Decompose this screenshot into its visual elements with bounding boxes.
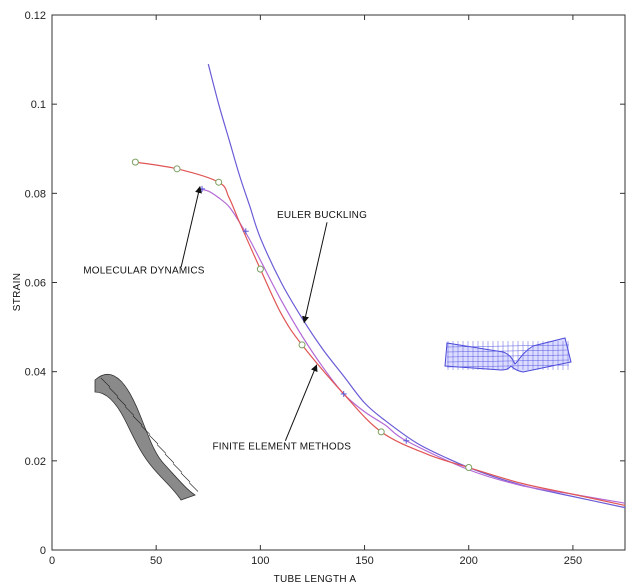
- axes: [51, 14, 626, 551]
- x-tick-label: 0: [49, 555, 55, 567]
- annotation-arrow-molecular-dynamics: [180, 185, 202, 268]
- annotation-finite-element-methods: FINITE ELEMENT METHODS: [212, 442, 351, 453]
- fem-marker: [256, 265, 264, 273]
- y-tick-label: 0.08: [25, 188, 46, 200]
- x-tick-label: 250: [564, 555, 582, 567]
- twisted-tube-stripe: [148, 434, 159, 445]
- twisted-tube-stripe: [116, 396, 127, 407]
- twisted-tube-stripe: [180, 472, 191, 483]
- md-marker: [340, 390, 347, 397]
- fem-marker: [377, 428, 385, 436]
- md-marker: [242, 228, 249, 235]
- x-tick-label: 100: [251, 555, 269, 567]
- series-markers: [131, 158, 473, 472]
- annotation-arrow-finite-element-methods: [284, 364, 318, 441]
- y-tick-label: 0.02: [25, 456, 46, 468]
- twisted-tube-stripe: [124, 406, 135, 416]
- twisted-tube-stripe: [164, 453, 175, 464]
- annotations: EULER BUCKLING MOLECULAR DYNAMICS FINITE E…: [83, 185, 367, 453]
- bent-tube-grid-h: [446, 354, 570, 358]
- annotation-molecular-dynamics: MOLECULAR DYNAMICS: [83, 266, 205, 277]
- x-axis-label: TUBE LENGTH A: [274, 574, 357, 585]
- series-line-finite-element-methods: [135, 161, 626, 507]
- inset-images: [94, 337, 572, 501]
- twisted-tube-stripe: [140, 425, 151, 435]
- x-tick-label: 50: [150, 555, 162, 567]
- y-tick-label: 0.04: [25, 367, 46, 379]
- md-marker: [403, 437, 410, 444]
- y-tick-label: 0.12: [25, 10, 46, 22]
- twisted-tube-stripe: [108, 387, 119, 397]
- bent-tube-grid-h: [446, 344, 570, 348]
- fem-marker: [465, 464, 473, 472]
- fem-marker: [131, 158, 139, 166]
- y-tick-label: 0.06: [25, 278, 46, 290]
- y-axis-label: STRAIN: [12, 273, 23, 311]
- x-tick-label: 200: [460, 555, 478, 567]
- bent-tube-grid-h: [446, 359, 570, 363]
- annotation-euler-buckling: EULER BUCKLING: [277, 210, 367, 221]
- fem-marker: [173, 165, 181, 173]
- twisted-tube-stripe: [172, 463, 183, 473]
- twisted-tube-stripe: [188, 482, 199, 492]
- twisted-tube-stripe: [156, 444, 167, 454]
- twisted-tube-stripe: [132, 415, 143, 426]
- series-line-euler-buckling: [207, 63, 626, 509]
- bent-tube-grid-h: [446, 364, 570, 368]
- x-tick-label: 150: [355, 555, 373, 567]
- tick-labels: 0 50 100 150 200 250 0 0.02 0.04 0.06 0.08 0.1 0.12: [25, 10, 625, 567]
- bent-tube-grid-h: [446, 349, 570, 353]
- annotation-arrow-euler-buckling: [302, 222, 328, 324]
- plot-frame: [51, 14, 626, 551]
- series-line-molecular-dynamics: [197, 188, 626, 504]
- twisted-tube-body: [94, 373, 196, 501]
- y-tick-label: 0.1: [31, 99, 46, 111]
- fem-marker: [215, 178, 223, 186]
- twisted-tube-stripe: [100, 377, 111, 388]
- bent-tube-icon: [444, 337, 572, 373]
- twisted-tube-icon: [94, 373, 199, 501]
- y-tick-label: 0: [40, 545, 46, 557]
- fem-marker: [298, 341, 306, 349]
- series-lines: [135, 63, 626, 509]
